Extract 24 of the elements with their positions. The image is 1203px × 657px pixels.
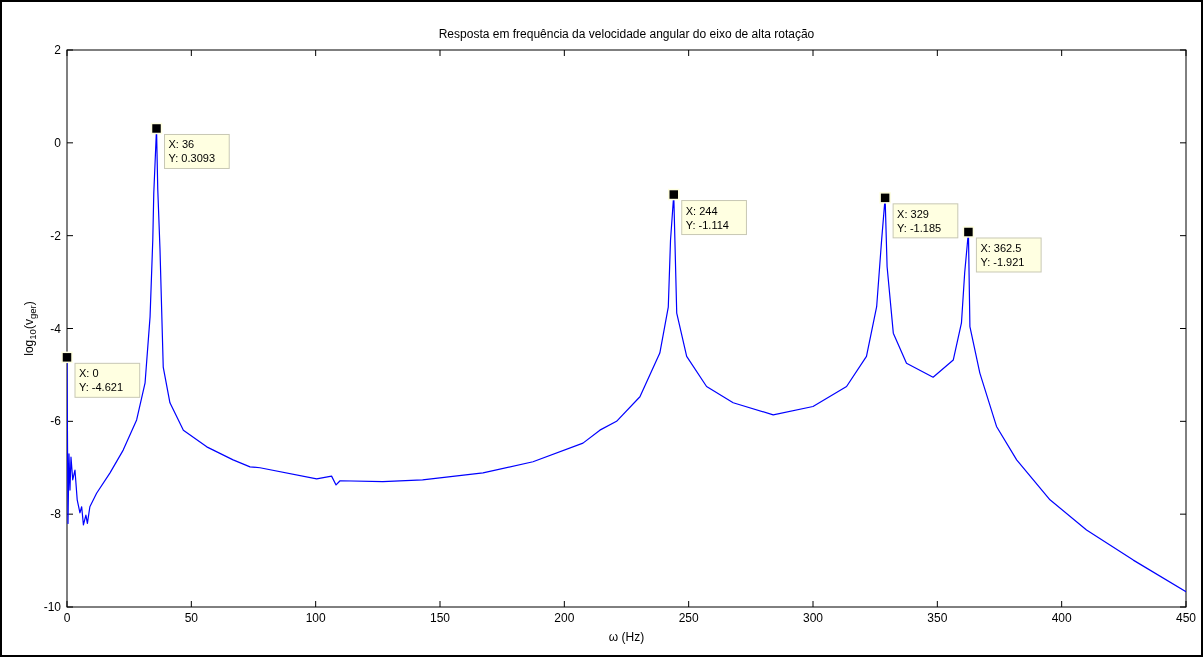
x-tick-label: 50: [184, 611, 199, 625]
annotation: X: 329 Y: -1.185: [897, 207, 942, 234]
annotation: X: 36 Y: 0.3093: [168, 138, 216, 165]
x-tick-label: 400: [1051, 611, 1072, 625]
y-tick-label: 0: [54, 135, 62, 150]
annotation: X: 0 Y: -4.621: [79, 367, 124, 394]
y-tick-label: -8: [50, 507, 62, 522]
x-axis-title: ω (Hz): [608, 630, 645, 644]
x-tick-label: 300: [802, 611, 824, 625]
y-tick-label: -2: [50, 228, 62, 243]
y-tick-label: -6: [50, 414, 62, 429]
y-tick-label: -4: [50, 321, 62, 336]
x-tick-label: 350: [927, 611, 948, 625]
x-tick-label: 450: [1175, 611, 1197, 625]
y-tick-label: 2: [54, 43, 62, 57]
x-tick-label: 0: [63, 611, 71, 625]
annotation: X: 244 Y: -1.114: [685, 204, 729, 231]
x-tick-label: 100: [305, 611, 326, 625]
chart-title: Resposta em frequência da velocidade angular do eixo de alta rotação: [438, 27, 815, 41]
x-tick-label: 200: [554, 611, 575, 625]
y-tick-label: -10: [43, 600, 62, 614]
x-tick-label: 150: [429, 611, 451, 625]
annotation: X: 362.5 Y: -1.921: [980, 242, 1025, 268]
x-tick-label: 250: [678, 611, 699, 625]
